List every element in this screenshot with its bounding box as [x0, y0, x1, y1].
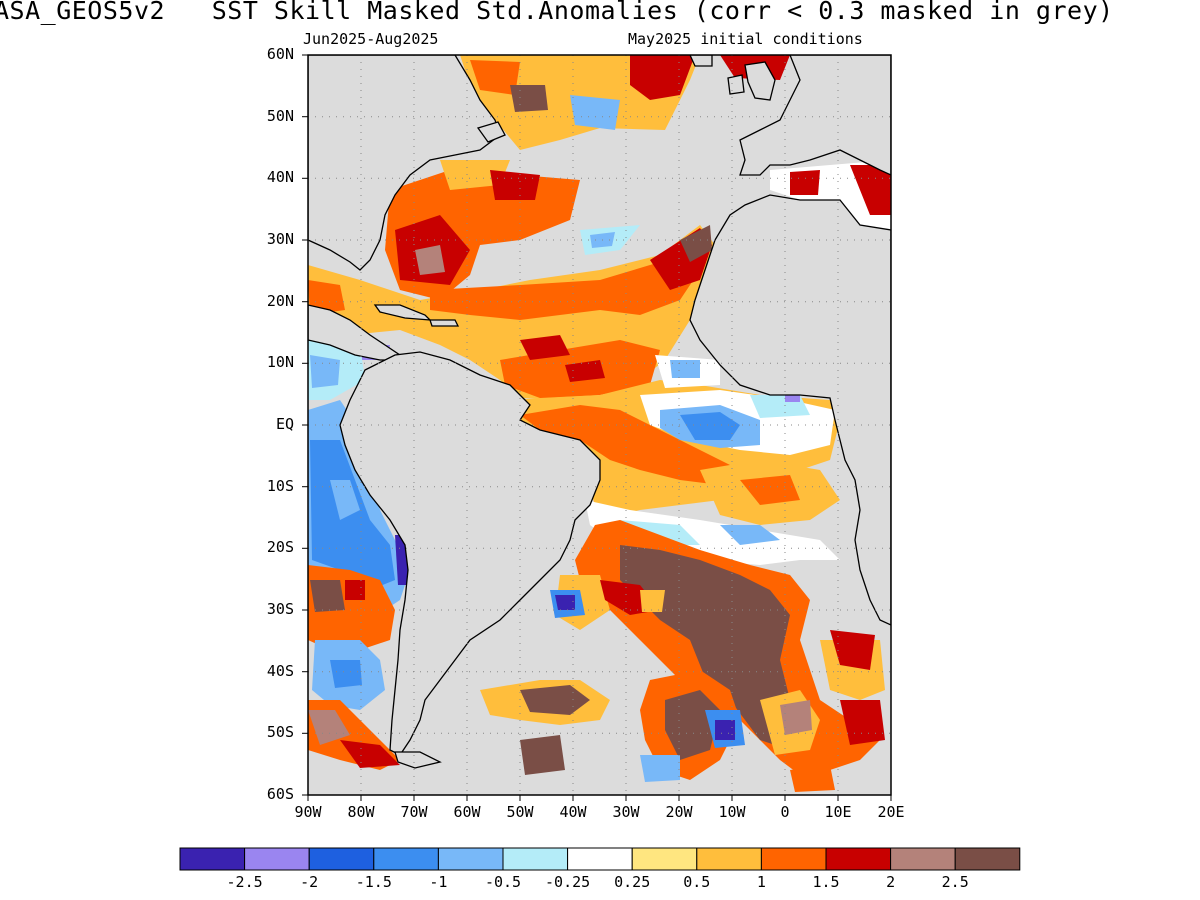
axis-ticks: [302, 54, 892, 801]
north-america-land: [308, 55, 501, 271]
lat-label: 40S: [266, 661, 294, 680]
colorbar-swatch: [567, 847, 633, 871]
south-america-land: [339, 351, 601, 756]
colorbar-swatch: [502, 847, 569, 871]
lat-label: 10N: [266, 353, 294, 372]
europe-land: [739, 55, 891, 176]
colorbar-swatch: [308, 847, 375, 871]
colorbar: [179, 847, 1021, 871]
colorbar-label: -2.5: [226, 873, 263, 891]
forecast-period: Jun2025-Aug2025: [303, 30, 439, 48]
lon-label: 20W: [665, 803, 693, 821]
colorbar-label: 1: [756, 873, 766, 891]
lat-label: 30N: [266, 230, 294, 248]
colorbar-swatch: [954, 847, 1021, 871]
colorbar-label: -0.5: [484, 873, 522, 891]
colorbar-label: -1.5: [355, 873, 392, 891]
lat-label: 10S: [266, 476, 294, 495]
lon-label: 30W: [612, 803, 640, 821]
colorbar-label: -0.25: [545, 873, 591, 891]
colorbar-swatch: [179, 847, 246, 871]
lon-label: 10W: [718, 803, 746, 821]
anomaly-field: [308, 55, 891, 792]
colorbar-label: 1.5: [812, 873, 840, 891]
colorbar-swatch: [631, 847, 698, 871]
map-title: ASA_GEOS5v2 SST Skill Masked Std.Anomali…: [0, 0, 1114, 25]
lon-label: 50W: [506, 803, 534, 821]
lat-label: EQ: [275, 415, 294, 433]
colorbar-label: 0.5: [683, 873, 711, 891]
africa-land: [689, 194, 891, 626]
colorbar-swatch: [437, 847, 504, 871]
ireland: [727, 74, 745, 95]
colorbar-swatch: [890, 847, 956, 871]
colorbar-label: -1: [429, 873, 448, 891]
colorbar-label: 0.25: [614, 873, 651, 891]
lat-label: 30S: [266, 600, 294, 618]
hispaniola-island: [429, 319, 460, 327]
lat-label: 50N: [266, 106, 294, 125]
colorbar-label: -2: [300, 873, 319, 891]
newfoundland: [476, 121, 506, 143]
colorbar-swatch: [760, 847, 827, 871]
british-isles: [744, 61, 776, 101]
lon-label: 80W: [347, 803, 375, 821]
lat-label: 60N: [266, 45, 294, 63]
initial-conditions: May2025 initial conditions: [628, 30, 863, 48]
lon-label: 10E: [824, 803, 852, 821]
colorbar-swatch: [825, 847, 892, 871]
colorbar-label: 2: [886, 873, 896, 891]
lat-label: 20N: [266, 291, 294, 310]
lon-label: 60W: [453, 803, 481, 821]
lon-label: 20E: [877, 803, 905, 821]
lat-label: 20S: [266, 538, 294, 557]
lon-label: 90W: [294, 803, 322, 821]
lat-label: 50S: [266, 723, 294, 742]
colorbar-label: 2.5: [941, 873, 969, 891]
lat-label: 60S: [266, 785, 294, 803]
lon-label: 0: [780, 803, 790, 821]
colorbar-swatch: [373, 847, 439, 871]
lon-label: 40W: [559, 803, 587, 821]
landmasses: [308, 55, 891, 769]
lat-label: 40N: [266, 168, 294, 187]
lon-label: 70W: [400, 803, 428, 821]
tierra-del-fuego: [394, 751, 442, 769]
colorbar-swatch: [696, 847, 762, 871]
graticule: [308, 55, 891, 795]
colorbar-swatch: [244, 847, 310, 871]
iceland: [689, 55, 713, 67]
